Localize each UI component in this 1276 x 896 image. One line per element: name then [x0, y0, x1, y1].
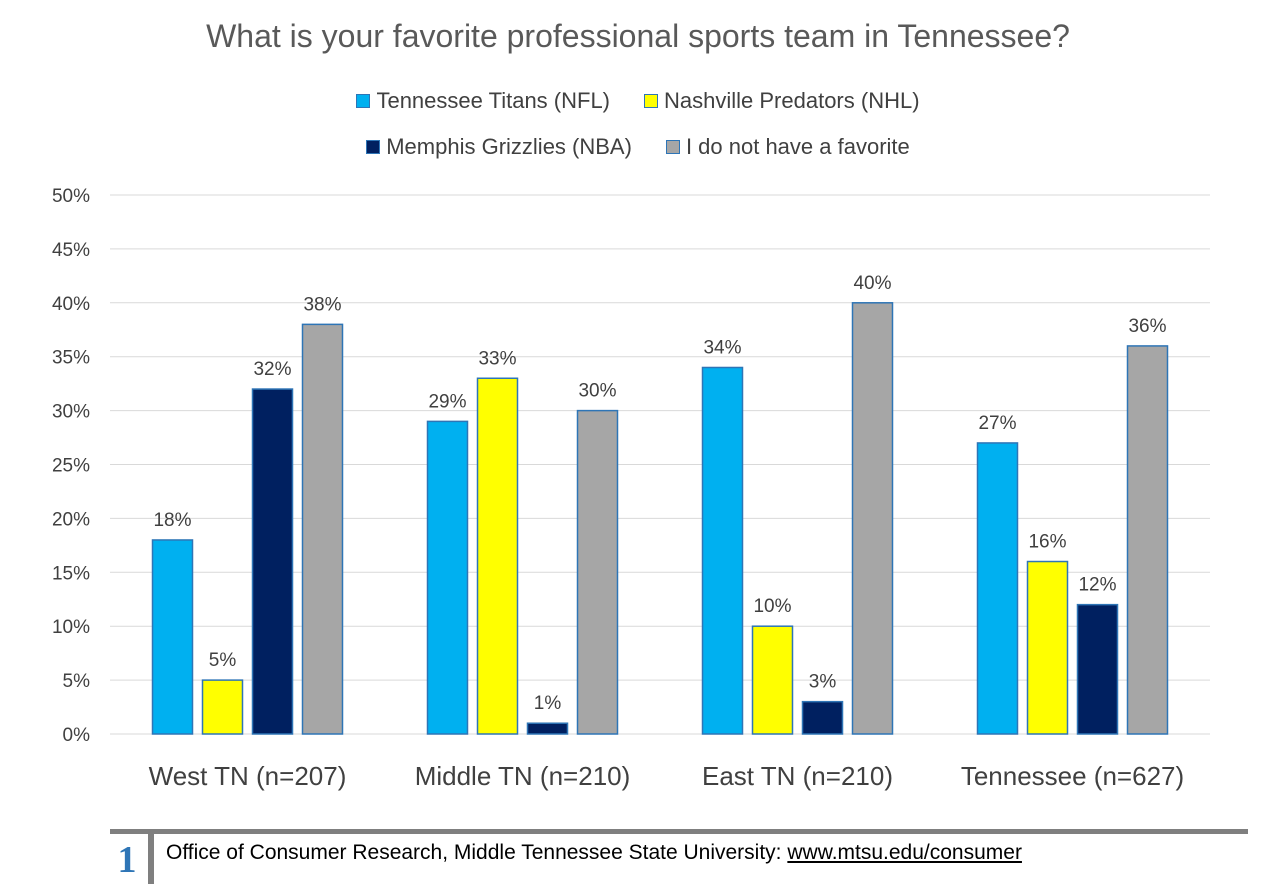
footer-rule — [110, 829, 1248, 834]
bar — [151, 539, 194, 735]
bars — [151, 302, 1169, 735]
footer-link[interactable]: www.mtsu.edu/consumer — [787, 841, 1022, 864]
bar — [701, 366, 744, 735]
y-tick-label: 25% — [52, 456, 90, 477]
data-label: 5% — [209, 650, 237, 671]
bar — [1026, 560, 1069, 735]
legend-label-titans: Tennessee Titans (NFL) — [376, 88, 610, 113]
legend-row-1: Tennessee Titans (NFL) Nashville Predato… — [0, 88, 1276, 114]
gridlines — [110, 194, 1210, 735]
y-tick-label: 30% — [52, 402, 90, 423]
footer-divider — [148, 834, 154, 884]
y-tick-label: 50% — [52, 186, 90, 207]
legend-swatch-predators — [644, 94, 658, 108]
data-label: 38% — [303, 294, 341, 315]
data-label: 33% — [478, 348, 516, 369]
y-tick-label: 35% — [52, 348, 90, 369]
bar — [751, 625, 794, 735]
x-tick-label: West TN (n=207) — [149, 761, 347, 791]
y-tick-label: 0% — [63, 725, 91, 746]
page-number: 1 — [117, 839, 137, 881]
data-label: 32% — [253, 359, 291, 380]
bar — [976, 442, 1019, 735]
x-tick-label: Middle TN (n=210) — [415, 761, 631, 791]
bar — [576, 409, 619, 735]
chart-title: What is your favorite professional sport… — [206, 18, 1070, 54]
bar — [526, 722, 569, 735]
y-tick-label: 10% — [52, 617, 90, 638]
data-label: 18% — [153, 510, 191, 531]
x-tick-label: East TN (n=210) — [702, 761, 893, 791]
x-tick-label: Tennessee (n=627) — [961, 761, 1184, 791]
y-tick-label: 15% — [52, 563, 90, 584]
data-label: 36% — [1128, 316, 1166, 337]
bar — [426, 420, 469, 735]
y-tick-label: 20% — [52, 509, 90, 530]
data-label: 40% — [853, 273, 891, 294]
legend-item-titans: Tennessee Titans (NFL) — [356, 88, 610, 114]
y-tick-label: 5% — [63, 671, 91, 692]
footer-credit: Office of Consumer Research, Middle Tenn… — [166, 841, 788, 864]
data-label: 10% — [753, 596, 791, 617]
data-label: 16% — [1028, 532, 1066, 553]
legend-item-grizzlies: Memphis Grizzlies (NBA) — [366, 134, 632, 160]
bar-chart-plot: 0% 5% 10% 15% 20% 25% 30% 35% 40% 45% 50% 18% 5% 32%… — [52, 186, 1210, 791]
bar — [476, 377, 519, 735]
y-axis-ticks: 0% 5% 10% 15% 20% 25% 30% 35% 40% 45% 50% — [52, 186, 90, 746]
bar — [851, 302, 894, 735]
bar — [801, 700, 844, 735]
data-label: 3% — [809, 672, 837, 693]
legend-label-no-favorite: I do not have a favorite — [685, 134, 910, 159]
legend-swatch-no-favorite — [665, 140, 680, 154]
bar — [1126, 345, 1169, 735]
y-tick-label: 40% — [52, 294, 90, 315]
data-label: 30% — [578, 381, 616, 402]
legend-swatch-grizzlies — [366, 140, 381, 154]
legend-label-grizzlies: Memphis Grizzlies (NBA) — [386, 134, 632, 159]
data-label: 29% — [428, 391, 466, 412]
data-label: 1% — [534, 693, 562, 714]
legend-item-predators: Nashville Predators (NHL) — [644, 88, 920, 114]
data-label: 27% — [978, 413, 1016, 434]
y-tick-label: 45% — [52, 240, 90, 261]
footer-text: Office of Consumer Research, Middle Tenn… — [166, 841, 1022, 865]
legend-row-2: Memphis Grizzlies (NBA) I do not have a … — [0, 134, 1276, 160]
data-label: 34% — [703, 337, 741, 358]
data-labels: 18% 5% 32% 38% 29% 33% 1% 30% 34% 10% 3% 40% 27% 16% 1… — [153, 273, 1166, 714]
legend-swatch-titans — [356, 94, 371, 108]
x-axis-ticks: West TN (n=207) Middle TN (n=210) East TN … — [149, 761, 1185, 791]
bar — [201, 679, 244, 735]
data-label: 12% — [1078, 575, 1116, 596]
bar — [301, 323, 344, 735]
bar — [1076, 603, 1119, 735]
bar — [251, 388, 294, 735]
legend-item-no-favorite: I do not have a favorite — [665, 134, 910, 160]
legend-label-predators: Nashville Predators (NHL) — [664, 88, 920, 113]
